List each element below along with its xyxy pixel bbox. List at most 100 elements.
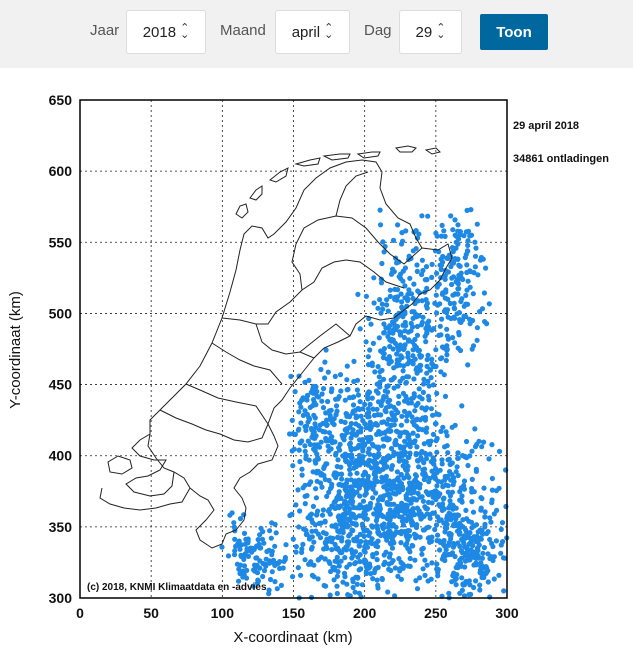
strike-point	[398, 528, 405, 534]
strike-point	[308, 479, 314, 485]
strike-point	[371, 458, 378, 464]
strike-point	[237, 546, 243, 552]
strike-point	[399, 453, 405, 459]
strike-point	[281, 558, 287, 564]
strike-point	[333, 396, 339, 402]
strike-point	[304, 531, 310, 537]
strike-point	[380, 497, 386, 503]
strike-point	[253, 555, 259, 561]
strike-point	[361, 548, 367, 554]
strike-point	[474, 221, 480, 227]
strike-point	[375, 544, 381, 550]
strike-point	[437, 262, 443, 268]
strike-point	[434, 310, 440, 316]
strike-point	[437, 491, 443, 497]
strike-point	[315, 468, 321, 474]
strike-point	[314, 451, 320, 457]
strike-point	[408, 328, 414, 334]
strike-point	[324, 461, 330, 467]
strike-point	[310, 503, 316, 509]
strike-point	[434, 483, 440, 489]
strike-point	[450, 544, 456, 550]
strike-point	[482, 509, 488, 515]
strike-point	[299, 466, 305, 472]
strike-point	[465, 301, 471, 307]
strike-point	[424, 305, 430, 311]
strike-point	[434, 435, 440, 442]
strike-point	[370, 340, 376, 346]
strike-point	[469, 499, 475, 505]
strike-point	[366, 410, 372, 416]
strike-point	[451, 260, 457, 266]
strike-point	[391, 365, 397, 371]
strike-point	[435, 532, 441, 538]
strike-point	[300, 396, 306, 402]
strike-point	[309, 519, 316, 525]
show-button[interactable]: Toon	[480, 14, 548, 50]
strike-point	[380, 443, 387, 449]
day-select[interactable]: 29 ⌃ ⌄	[399, 10, 462, 54]
strike-point	[379, 575, 385, 582]
strike-point	[365, 354, 371, 360]
year-select[interactable]: 2018 ⌃ ⌄	[126, 10, 206, 54]
strike-point	[367, 451, 373, 457]
strike-point	[342, 555, 348, 561]
month-select[interactable]: april ⌃ ⌄	[275, 10, 350, 54]
strike-point	[392, 513, 398, 519]
strike-point	[343, 509, 349, 515]
strike-point	[350, 584, 356, 591]
strike-point	[444, 515, 450, 521]
strike-point	[347, 506, 353, 512]
strike-point	[406, 436, 412, 442]
strike-point	[484, 565, 490, 571]
strike-point	[414, 268, 420, 274]
strike-point	[331, 565, 337, 571]
strike-point	[358, 429, 364, 435]
strike-point	[399, 354, 405, 361]
strike-point	[475, 555, 481, 561]
strike-point	[272, 543, 278, 549]
strike-point	[293, 502, 299, 508]
strike-point	[385, 416, 392, 422]
copyright-text: (c) 2018, KNMI Klimaatdata en -advies	[87, 582, 267, 593]
strike-point	[373, 490, 379, 496]
strike-point	[457, 497, 463, 503]
strike-point	[396, 274, 402, 280]
strike-point	[361, 533, 367, 539]
strike-point	[453, 469, 459, 475]
strike-point	[479, 306, 486, 312]
strike-point	[377, 222, 384, 228]
strike-point	[488, 519, 494, 525]
strike-point	[366, 389, 373, 395]
date-selector-bar: Jaar 2018 ⌃ ⌄ Maand april ⌃ ⌄ Dag 29 ⌃ ⌄ To…	[0, 0, 633, 68]
strike-point	[277, 565, 283, 572]
strike-point	[387, 540, 393, 546]
strike-point	[325, 369, 331, 375]
strike-point	[420, 545, 426, 551]
strike-point	[344, 363, 350, 369]
strike-point	[396, 478, 402, 484]
strike-point	[396, 556, 402, 562]
strike-point	[448, 213, 454, 219]
strike-point	[430, 494, 436, 500]
strike-point	[343, 426, 349, 432]
strike-point	[463, 579, 469, 586]
strike-point	[367, 401, 373, 407]
strike-point	[354, 581, 360, 587]
strike-point	[401, 475, 407, 481]
strike-point	[487, 594, 493, 600]
strike-point	[390, 452, 396, 459]
month-value: april	[291, 23, 321, 41]
strike-point	[343, 494, 349, 500]
strike-point	[345, 592, 351, 598]
strike-point	[376, 531, 382, 537]
strike-point	[475, 272, 481, 278]
strike-point	[375, 585, 381, 591]
strike-point	[326, 430, 332, 436]
strike-point	[370, 406, 376, 412]
strike-point	[429, 356, 435, 362]
strike-point	[260, 573, 266, 580]
strike-point	[382, 408, 388, 414]
strike-point	[449, 424, 455, 430]
strike-point	[363, 542, 369, 548]
